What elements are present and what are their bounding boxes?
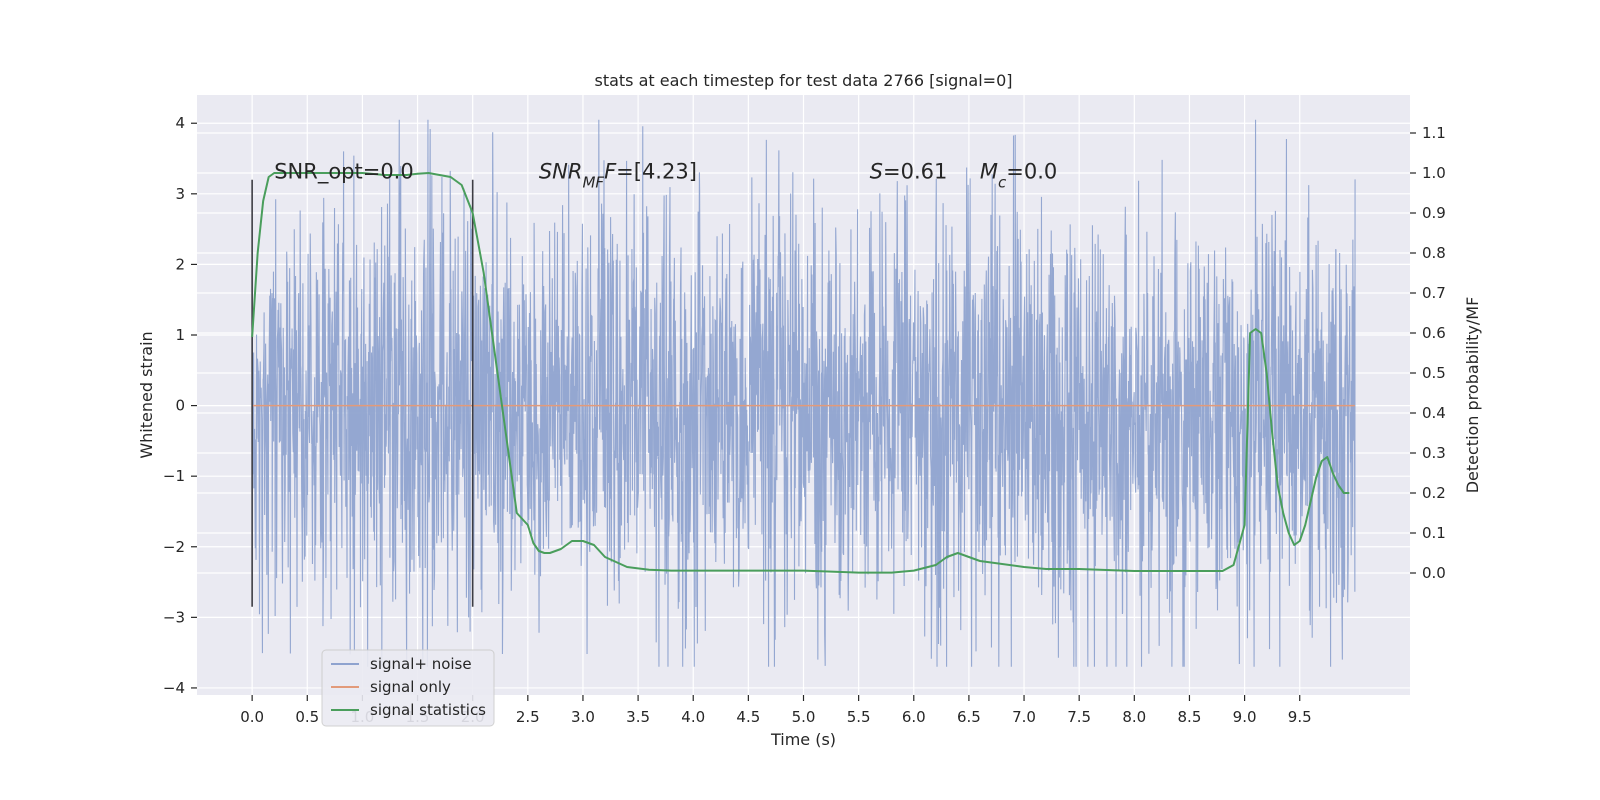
y2-tick-label: 0.7 [1422,284,1446,302]
chart-title: stats at each timestep for test data 276… [594,71,1012,90]
legend-label: signal+ noise [370,655,472,673]
x-axis-label: Time (s) [770,730,836,749]
x-tick-label: 0.5 [295,708,319,726]
legend-label: signal statistics [370,701,486,719]
x-tick-label: 7.5 [1067,708,1091,726]
y-tick-label: 2 [175,255,185,273]
x-tick-label: 6.0 [902,708,926,726]
signal-noise-series [251,119,1356,667]
x-tick-label: 5.0 [792,708,816,726]
y-axis-label: Whitened strain [137,331,156,458]
signal-noise-line [251,119,1356,667]
x-tick-label: 0.0 [240,708,264,726]
annotation-text: SNR_opt=0.0 [274,160,414,185]
y2-tick-label: 0.3 [1422,444,1446,462]
y-axis-ticks: −4 −3 −2 −1 0 1 2 3 4 [163,114,197,697]
x-tick-label: 9.5 [1288,708,1312,726]
annotation-text: SNRMFF=[4.23] [539,160,697,192]
y2-tick-label: 1.0 [1422,164,1446,182]
y-tick-label: 0 [175,397,185,415]
x-tick-label: 4.0 [681,708,705,726]
y2-tick-label: 0.4 [1422,404,1446,422]
y-tick-label: −4 [163,679,185,697]
legend: signal+ noise signal only signal statistic… [321,649,495,727]
x-tick-label: 3.5 [626,708,650,726]
y2-axis-ticks: 0.0 0.1 0.2 0.3 0.4 0.5 0.6 0.7 0.8 0.9 1.0 1.1 [1410,124,1446,582]
y-tick-label: 3 [175,185,185,203]
y2-tick-label: 0.8 [1422,244,1446,262]
annotations: SNR_opt=0.0 SNRMFF=[4.23] S=0.61 Mc=0.0 [274,160,1057,192]
y2-tick-label: 0.9 [1422,204,1446,222]
x-tick-label: 3.0 [571,708,595,726]
y2-tick-label: 0.1 [1422,524,1446,542]
y2-tick-label: 0.5 [1422,364,1446,382]
x-tick-label: 6.5 [957,708,981,726]
y-tick-label: 4 [175,114,185,132]
annotation-text: S=0.61 [870,160,948,184]
y2-tick-label: 0.6 [1422,324,1446,342]
x-tick-label: 8.0 [1122,708,1146,726]
y2-axis-label: Detection probability/MF [1463,297,1482,494]
signal-statistics-line [251,172,1350,574]
x-tick-label: 8.5 [1178,708,1202,726]
legend-label: signal only [370,678,451,696]
marker-lines [251,179,474,607]
signal-statistics-series [251,172,1350,574]
y2-tick-label: 0.0 [1422,564,1446,582]
annotation-text: Mc=0.0 [980,160,1057,192]
y-tick-label: 1 [175,326,185,344]
y2-tick-label: 0.2 [1422,484,1446,502]
x-tick-label: 2.5 [516,708,540,726]
x-tick-label: 4.5 [736,708,760,726]
x-tick-label: 7.0 [1012,708,1036,726]
x-tick-label: 5.5 [847,708,871,726]
x-tick-label: 9.0 [1233,708,1257,726]
y2-tick-label: 1.1 [1422,124,1446,142]
y-tick-label: −1 [163,467,185,485]
y-tick-label: −2 [163,538,185,556]
y-tick-label: −3 [163,608,185,626]
legend-box [321,649,495,727]
